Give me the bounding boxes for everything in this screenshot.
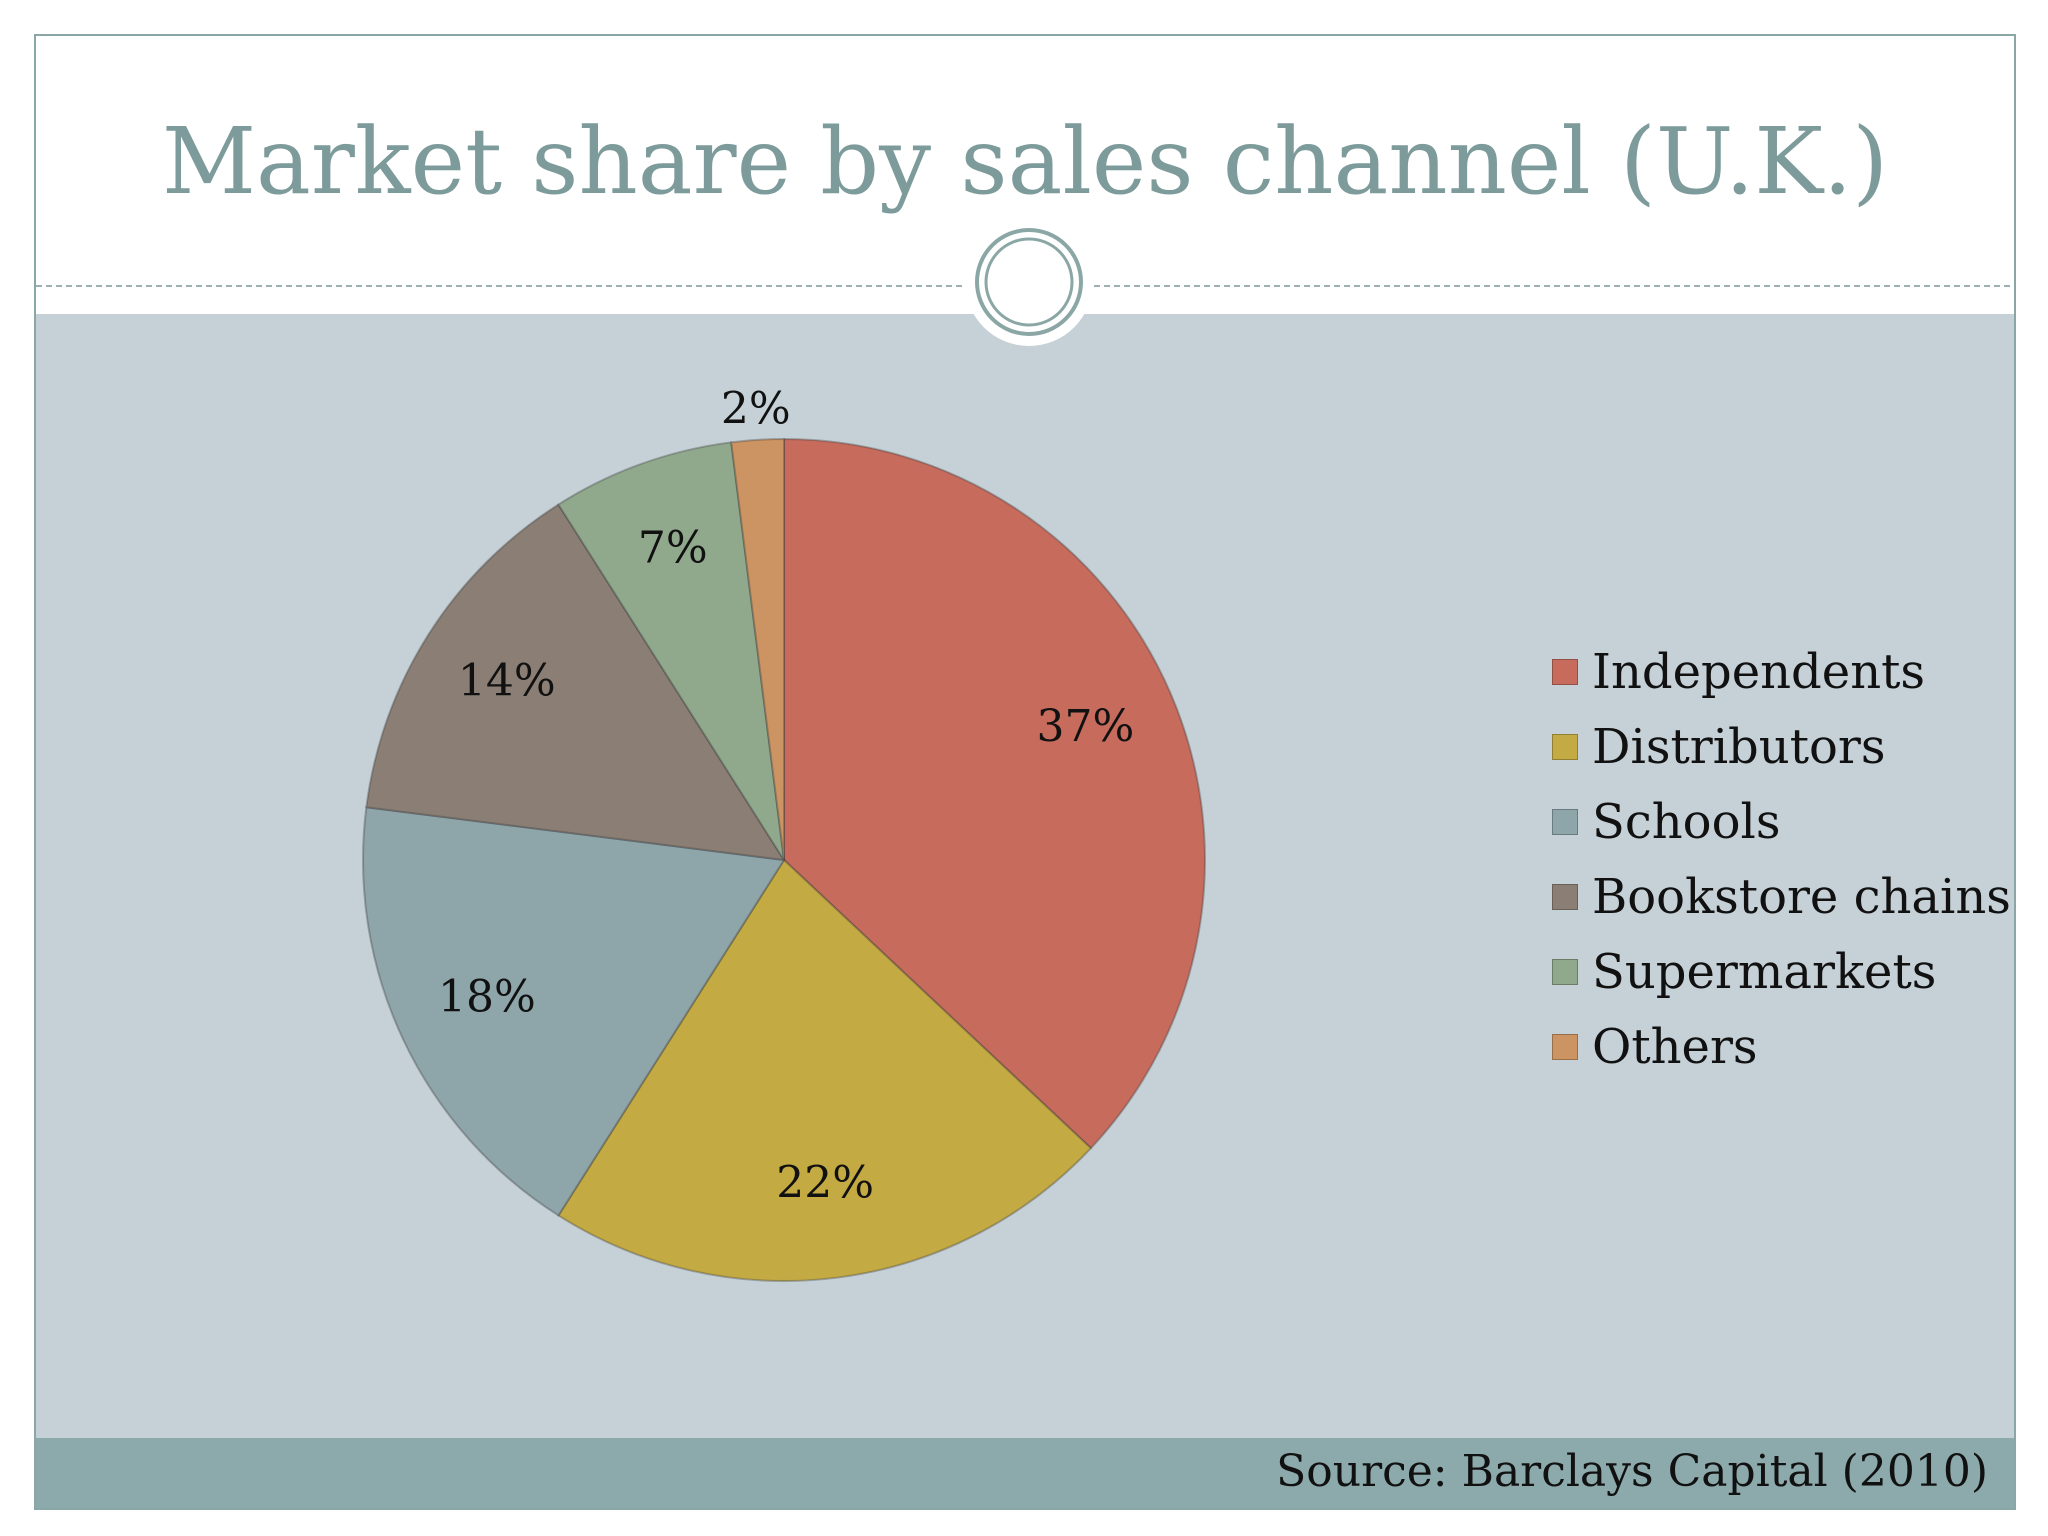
divider-ornament-inner-ring [984, 237, 1074, 327]
legend-label-schools: Schools [1592, 793, 1781, 850]
pie-slices [362, 437, 1206, 1282]
pie-slice-supermarkets [557, 441, 785, 861]
data-label-supermarkets: 7% [638, 523, 708, 574]
data-label-distributors: 22% [776, 1157, 874, 1208]
slide: Market share by sales channel (U.K.) Sou… [34, 34, 2016, 1510]
legend-swatch-bookstore-chains [1552, 883, 1578, 910]
pie-chart: 37% 22% 18% 14% 7% 2% [362, 383, 1206, 1282]
slide-title: Market share by sales channel (U.K.) [161, 108, 1889, 215]
legend-item-bookstore-chains: Bookstore chains [1552, 859, 2011, 934]
legend-swatch-distributors [1552, 733, 1578, 760]
legend-swatch-supermarkets [1552, 958, 1578, 985]
legend-swatch-others [1552, 1033, 1578, 1060]
legend-label-others: Others [1592, 1018, 1758, 1075]
legend-label-distributors: Distributors [1592, 718, 1886, 775]
footer-bar: Source: Barclays Capital (2010) [36, 1438, 2014, 1508]
legend-swatch-independents [1552, 658, 1578, 685]
pie-slice-distributors [557, 858, 1093, 1282]
pie-slice-bookstore-chains [365, 503, 786, 862]
legend-item-distributors: Distributors [1552, 709, 2011, 784]
chart-legend: Independents Distributors Schools Bookstore… [1552, 634, 2011, 1084]
pie-data-labels: 37% 22% 18% 14% 7% 2% [438, 383, 1134, 1208]
source-note: Source: Barclays Capital (2010) [1276, 1446, 1988, 1497]
legend-label-supermarkets: Supermarkets [1592, 943, 1937, 1000]
legend-item-independents: Independents [1552, 634, 2011, 709]
divider-ornament-outer-ring [975, 228, 1083, 336]
pie-slice-schools [362, 806, 786, 1217]
data-label-others: 2% [721, 383, 791, 434]
data-label-bookstore-chains: 14% [458, 656, 556, 707]
legend-item-supermarkets: Supermarkets [1552, 934, 2011, 1009]
legend-item-others: Others [1552, 1009, 2011, 1084]
data-label-independents: 37% [1036, 701, 1134, 752]
pie-slice-others [730, 437, 785, 861]
legend-label-independents: Independents [1592, 643, 1926, 700]
header-divider [36, 218, 2014, 346]
legend-label-bookstore-chains: Bookstore chains [1592, 868, 2011, 925]
legend-swatch-schools [1552, 808, 1578, 835]
legend-item-schools: Schools [1552, 784, 2011, 859]
data-label-schools: 18% [438, 971, 536, 1022]
pie-slice-independents [783, 437, 1206, 1150]
